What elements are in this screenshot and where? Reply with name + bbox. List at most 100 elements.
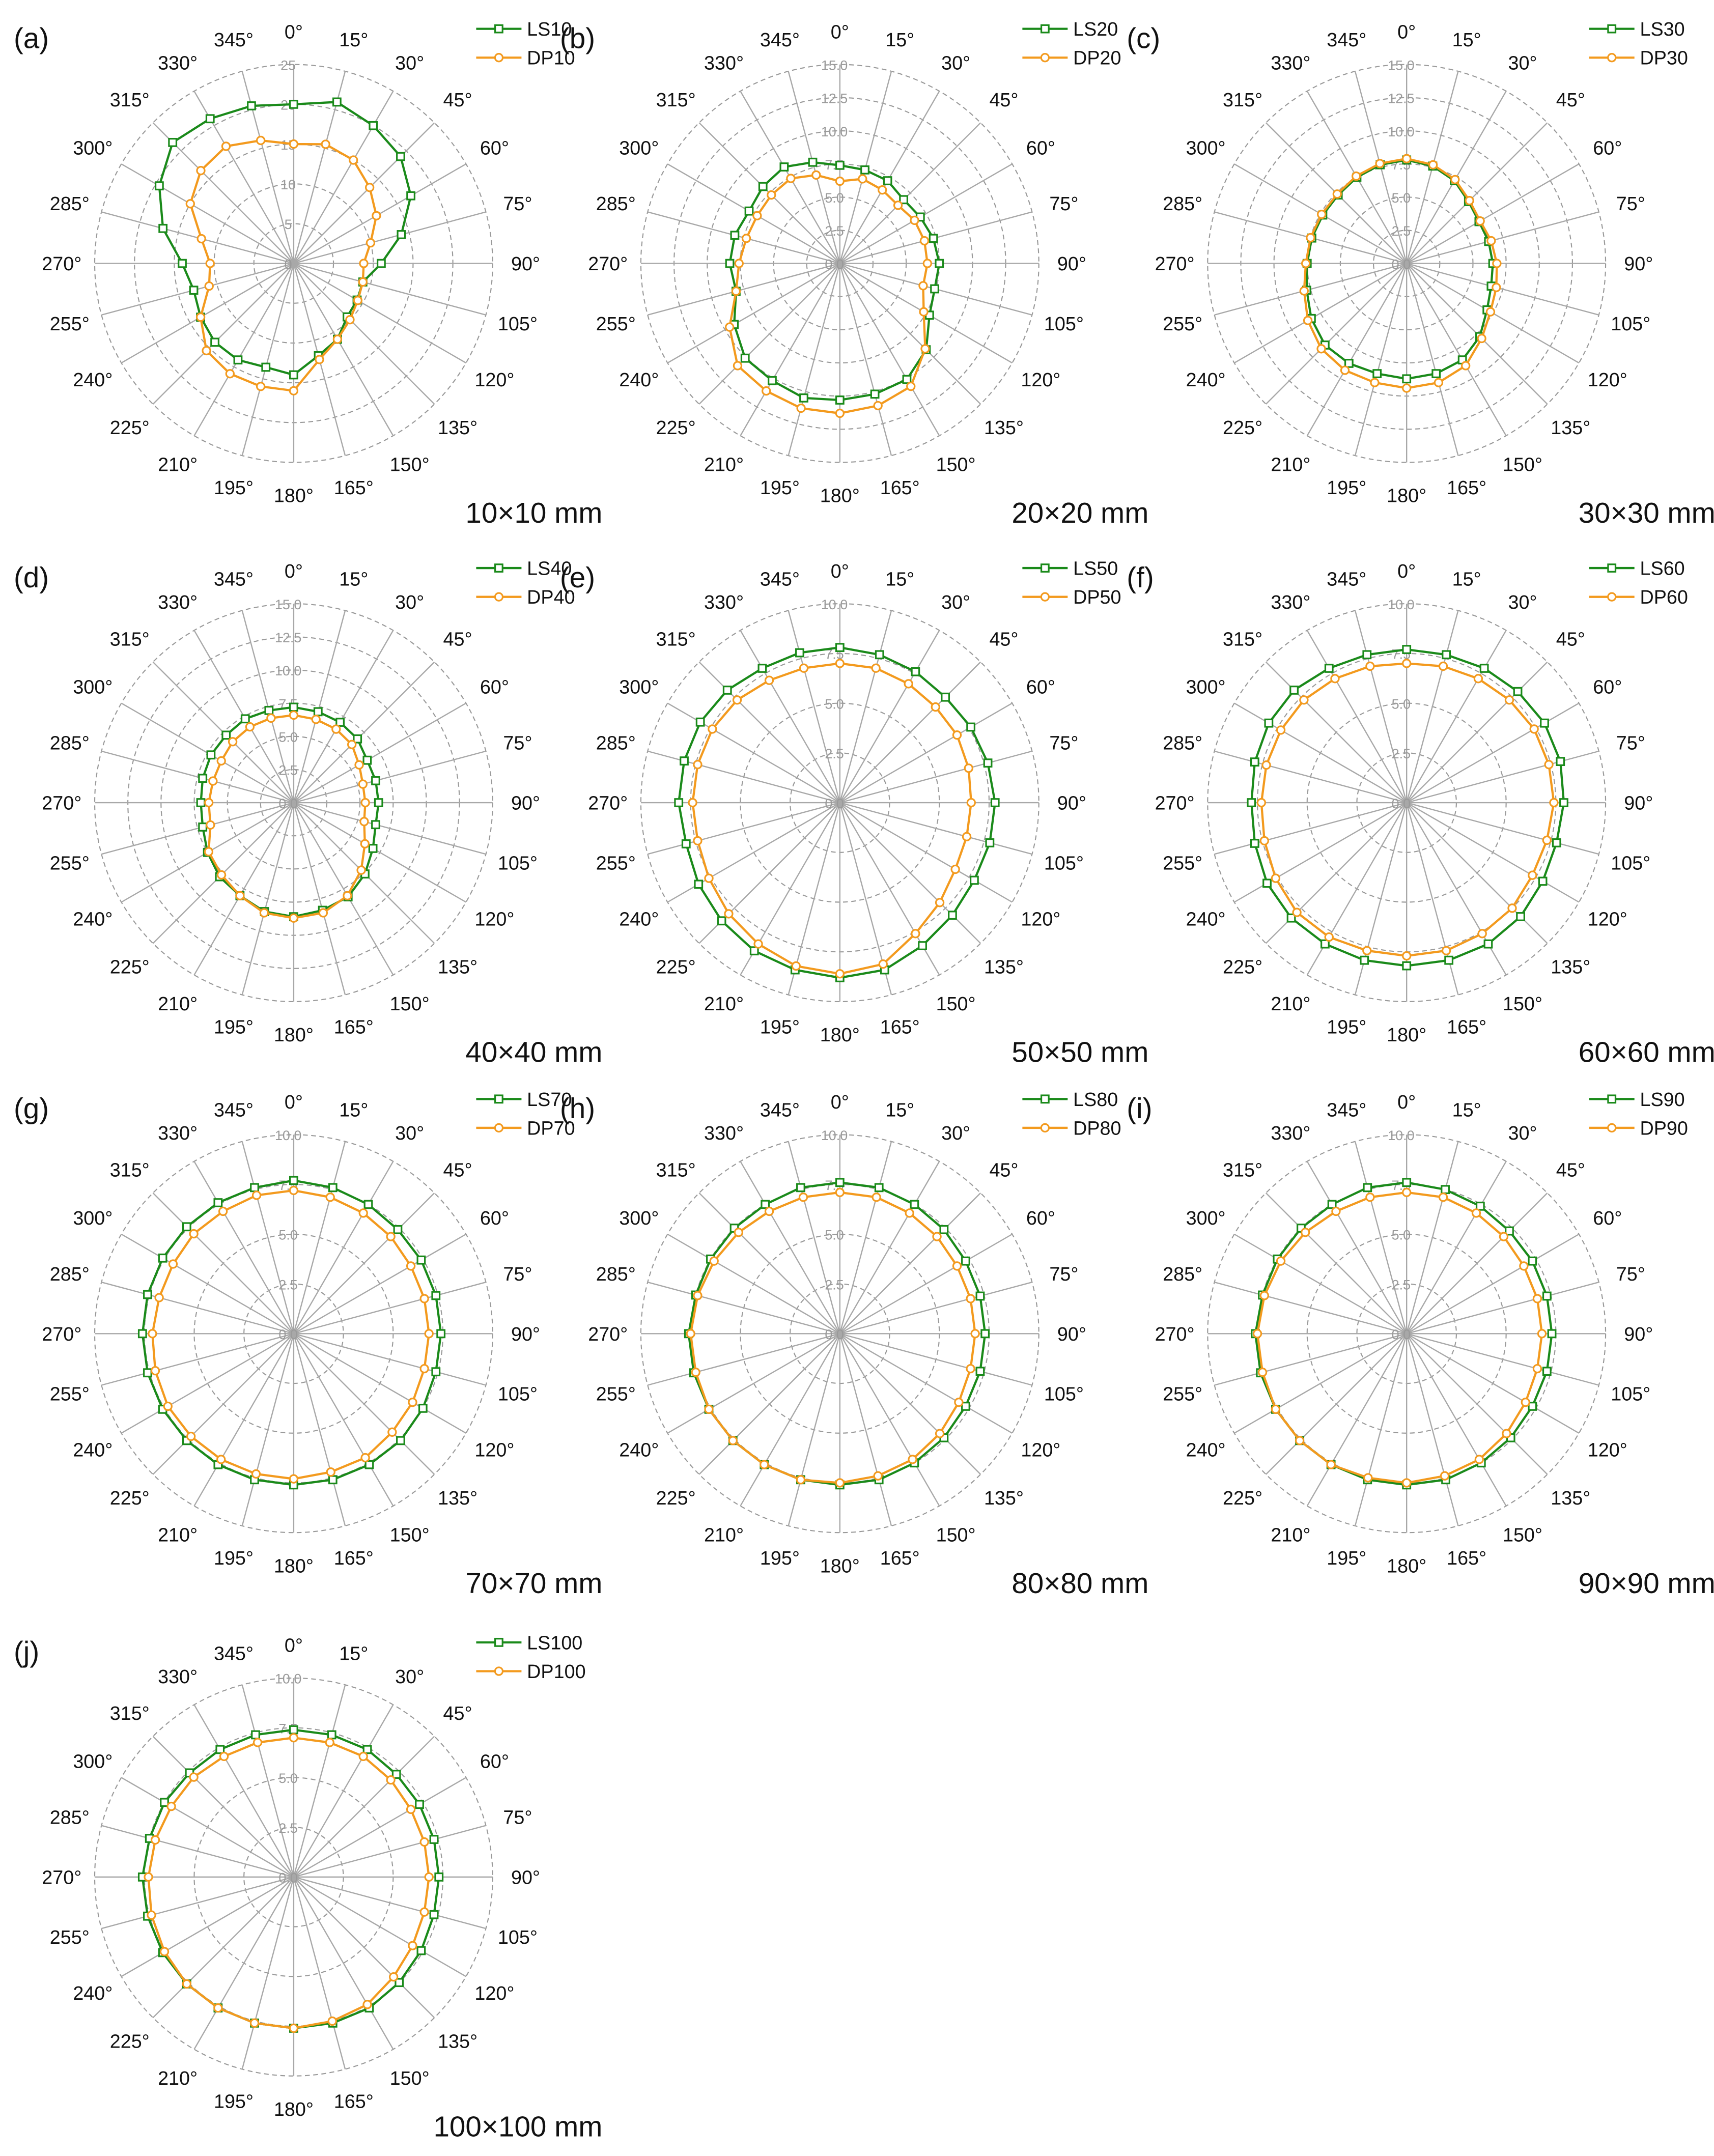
grid-spoke [740, 630, 840, 803]
data-point-DP70 [154, 1293, 164, 1302]
data-point-DP90 [1532, 1364, 1542, 1374]
grid-spoke [839, 1193, 981, 1335]
data-point-DP60 [1292, 907, 1302, 917]
data-point-LS100 [362, 1745, 372, 1754]
legend-label: LS70 [527, 1089, 572, 1110]
data-point-LS10 [210, 337, 220, 347]
legend-label: DP100 [527, 1661, 585, 1682]
angle-label: 315° [110, 628, 150, 649]
data-point-DP90 [1326, 1460, 1336, 1469]
angle-label: 345° [1327, 568, 1366, 589]
data-point-DP10 [358, 277, 368, 287]
data-point-DP90 [1259, 1291, 1269, 1300]
data-point-DP100 [358, 1751, 368, 1762]
panel-label: (f) [1127, 561, 1154, 593]
data-point-LS40 [374, 798, 383, 807]
angle-label: 330° [704, 52, 744, 74]
angle-label: 135° [1551, 417, 1590, 438]
angle-label: 210° [704, 993, 744, 1014]
angle-label: 135° [1551, 1487, 1590, 1509]
angle-label: 90° [511, 1323, 540, 1345]
grid-spoke [1265, 1193, 1408, 1335]
angle-label: 60° [1026, 137, 1055, 158]
angle-label: 90° [1624, 792, 1653, 814]
legend-entry: LS80 [1022, 1089, 1118, 1110]
angle-label: 120° [1588, 908, 1627, 929]
data-point-DP90 [1532, 1294, 1542, 1303]
data-point-DP30 [1370, 378, 1380, 387]
grid-spoke [293, 802, 394, 976]
data-point-DP10 [332, 334, 343, 344]
grid-spoke [667, 702, 840, 804]
angle-label: 285° [596, 732, 636, 754]
grid-spoke [1406, 1281, 1599, 1335]
angle-label: 30° [1508, 1122, 1537, 1144]
grid-spoke [293, 702, 467, 804]
data-point-LS50 [911, 667, 920, 676]
angle-label: 225° [1223, 417, 1262, 438]
data-point-DP20 [811, 170, 821, 180]
data-point-LS60 [1402, 645, 1412, 654]
legend-label: LS100 [527, 1632, 582, 1653]
data-point-LS20 [725, 259, 735, 268]
data-point-DP100 [388, 1972, 399, 1982]
data-point-LS50 [969, 875, 979, 885]
angle-label: 195° [1327, 1016, 1366, 1038]
grid-spoke [839, 1333, 1013, 1434]
grid-spoke [293, 1736, 435, 1878]
grid-spoke [1306, 802, 1408, 976]
legend-label: DP80 [1073, 1117, 1121, 1139]
data-point-LS10 [189, 286, 199, 295]
data-point-DP70 [289, 1474, 299, 1484]
grid-spoke [1214, 750, 1407, 804]
data-point-LS60 [1402, 961, 1412, 971]
data-point-DP80 [709, 1256, 719, 1266]
grid-spoke [241, 1684, 295, 1878]
angle-label: 105° [1611, 852, 1650, 873]
angle-label: 120° [474, 908, 514, 929]
data-point-LS100 [391, 1770, 401, 1779]
legend-entry: DP80 [1022, 1117, 1121, 1139]
grid-spoke [839, 1333, 1032, 1386]
angle-label: 135° [438, 1487, 477, 1509]
data-point-DP50 [964, 763, 973, 773]
grid-spoke [101, 1333, 294, 1386]
data-point-DP80 [873, 1471, 883, 1481]
grid-spoke [293, 1876, 486, 1930]
legend-entry: DP50 [1022, 586, 1121, 608]
data-point-DP30 [1317, 209, 1327, 219]
grid-spoke [1234, 702, 1407, 804]
grid-spoke [241, 1877, 295, 2069]
grid-spoke [788, 1141, 841, 1334]
grid-spoke [1406, 1193, 1548, 1335]
data-point-LS80 [961, 1256, 970, 1266]
angle-label: 120° [1021, 908, 1060, 929]
data-point-DP60 [1271, 873, 1281, 883]
grid-spoke [293, 1877, 346, 2069]
legend-label: LS50 [1073, 558, 1118, 579]
grid-spoke [121, 263, 294, 364]
angle-label: 75° [1616, 732, 1645, 754]
data-point-LS30 [1372, 369, 1382, 378]
size-label: 30×30 mm [1579, 497, 1714, 529]
angle-label: 30° [395, 591, 424, 613]
angle-label: 195° [214, 2090, 254, 2112]
grid-spoke [121, 1777, 294, 1878]
data-point-DP70 [387, 1427, 397, 1437]
grid-spoke [1265, 263, 1408, 405]
data-point-DP100 [408, 1941, 417, 1950]
data-point-DP40 [331, 724, 341, 734]
angle-label: 255° [1163, 1383, 1202, 1405]
data-point-LS50 [694, 880, 704, 889]
angle-label: 270° [1155, 792, 1195, 814]
angle-label: 285° [1163, 1263, 1202, 1285]
panel-label: (a) [14, 22, 49, 54]
data-point-DP10 [221, 141, 231, 151]
data-point-DP40 [359, 816, 369, 827]
data-point-DP30 [1352, 171, 1361, 181]
data-point-LS50 [795, 648, 804, 658]
data-point-LS50 [722, 686, 732, 695]
data-point-LS10 [205, 114, 215, 124]
data-point-DP10 [196, 166, 206, 176]
legend-label: DP50 [1073, 586, 1121, 608]
